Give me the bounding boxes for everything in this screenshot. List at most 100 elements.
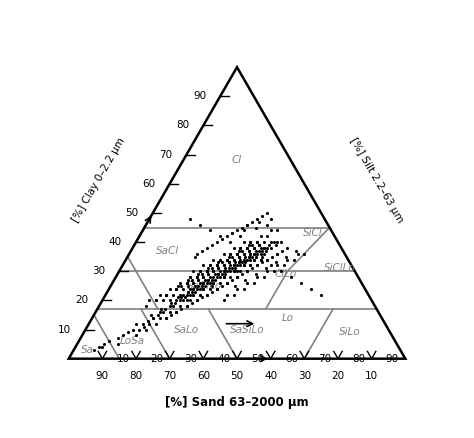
Point: [210, 274, 217, 281]
Point: [182, 279, 190, 286]
Text: SaSiLo: SaSiLo: [230, 325, 264, 335]
Point: [220, 297, 228, 304]
Text: SiCl: SiCl: [303, 228, 322, 238]
Point: [144, 317, 152, 324]
Point: [141, 323, 148, 330]
Point: [208, 288, 216, 295]
Point: [206, 279, 214, 286]
Point: [166, 308, 173, 315]
Point: [225, 259, 232, 266]
Point: [213, 239, 220, 246]
Point: [156, 291, 164, 298]
Point: [149, 314, 156, 321]
Point: [240, 250, 247, 257]
Point: [169, 291, 177, 298]
Point: [225, 253, 232, 260]
Point: [216, 256, 224, 263]
Text: Sa: Sa: [81, 345, 94, 355]
Text: 90: 90: [193, 92, 206, 101]
Text: 90: 90: [96, 371, 109, 381]
Point: [194, 283, 202, 290]
Point: [245, 247, 253, 254]
Point: [238, 224, 246, 231]
Point: [223, 291, 231, 298]
Point: [200, 279, 207, 286]
Point: [163, 291, 170, 298]
Point: [194, 276, 202, 283]
Point: [294, 250, 301, 257]
Point: [267, 215, 274, 222]
Point: [273, 250, 281, 257]
Point: [262, 265, 269, 272]
Point: [90, 346, 98, 353]
Point: [203, 279, 210, 286]
Point: [179, 291, 187, 298]
Point: [186, 297, 194, 304]
Point: [242, 276, 249, 283]
Point: [240, 227, 247, 234]
Point: [257, 250, 264, 257]
Text: 70: 70: [159, 150, 173, 159]
Point: [114, 341, 121, 348]
Point: [203, 291, 210, 298]
Point: [246, 250, 254, 257]
Point: [124, 329, 131, 336]
Point: [230, 291, 237, 298]
Point: [182, 303, 190, 310]
Point: [235, 259, 243, 266]
Point: [186, 274, 194, 281]
Point: [250, 250, 258, 257]
Point: [267, 227, 274, 234]
Point: [264, 233, 271, 240]
Point: [221, 271, 229, 278]
Point: [206, 262, 214, 269]
Point: [173, 308, 180, 315]
Point: [220, 274, 228, 281]
Point: [163, 314, 170, 321]
Point: [284, 244, 292, 251]
Point: [174, 294, 182, 301]
Point: [190, 291, 197, 298]
Point: [156, 314, 164, 321]
Point: [147, 311, 155, 318]
Point: [255, 241, 263, 248]
Text: Lo: Lo: [282, 313, 293, 323]
Point: [279, 247, 286, 254]
Point: [206, 227, 214, 234]
Point: [280, 262, 288, 269]
Point: [250, 244, 258, 251]
Point: [252, 271, 259, 278]
Point: [257, 244, 264, 251]
Point: [181, 294, 189, 301]
Point: [218, 236, 226, 243]
Point: [260, 244, 268, 251]
Point: [205, 271, 212, 278]
Point: [245, 253, 253, 260]
Point: [233, 227, 241, 234]
Point: [182, 291, 190, 298]
Point: [220, 268, 228, 275]
Point: [264, 256, 271, 263]
Point: [237, 244, 244, 251]
Point: [225, 259, 232, 266]
Point: [277, 239, 284, 246]
Point: [182, 279, 190, 286]
Point: [230, 256, 237, 263]
Point: [243, 279, 251, 286]
Text: SaLo: SaLo: [174, 325, 199, 335]
Text: SiClLo: SiClLo: [324, 263, 356, 273]
Point: [190, 291, 197, 298]
Point: [237, 256, 244, 263]
Point: [277, 268, 284, 275]
Point: [242, 253, 249, 260]
Point: [307, 285, 315, 292]
Point: [243, 244, 251, 251]
Text: 30: 30: [92, 266, 105, 276]
Point: [163, 291, 170, 298]
Point: [243, 221, 251, 228]
Point: [273, 239, 281, 246]
Point: [208, 283, 216, 290]
Point: [210, 279, 217, 286]
Point: [264, 221, 271, 228]
Point: [205, 271, 212, 278]
